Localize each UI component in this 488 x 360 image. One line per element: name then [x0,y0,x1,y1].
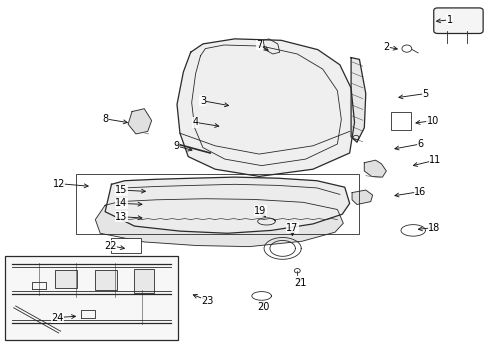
Text: 12: 12 [52,179,65,189]
Bar [95,270,117,290]
Polygon shape [95,199,343,247]
Text: 20: 20 [256,302,269,312]
Text: 5: 5 [422,89,427,99]
Text: 15: 15 [115,185,127,195]
Text: 16: 16 [413,186,426,197]
Text: 3: 3 [200,96,205,106]
Text: 14: 14 [115,198,127,208]
Bar [111,238,141,253]
Text: 7: 7 [256,40,262,50]
FancyBboxPatch shape [433,8,482,33]
Text: 2: 2 [383,42,388,52]
Text: 17: 17 [285,222,298,233]
Text: 19: 19 [253,206,266,216]
Bar [55,270,77,288]
Text: 4: 4 [192,117,198,127]
Text: 11: 11 [428,155,441,165]
Polygon shape [128,109,151,134]
Polygon shape [105,177,349,233]
Text: 1: 1 [446,15,452,25]
Text: 9: 9 [173,141,179,151]
Text: 6: 6 [417,139,423,149]
Text: 23: 23 [201,296,214,306]
Polygon shape [351,190,372,204]
Bar [76,174,359,234]
Polygon shape [350,58,365,142]
Text: 13: 13 [115,212,127,222]
Bar [134,269,154,293]
Text: 21: 21 [294,278,306,288]
Polygon shape [364,160,386,177]
Bar [5,256,178,340]
Text: 24: 24 [51,312,64,323]
Polygon shape [177,39,354,176]
Text: 18: 18 [427,222,440,233]
Text: 22: 22 [103,240,116,251]
Text: 10: 10 [426,116,438,126]
Text: 8: 8 [102,114,108,124]
Bar [390,112,410,130]
